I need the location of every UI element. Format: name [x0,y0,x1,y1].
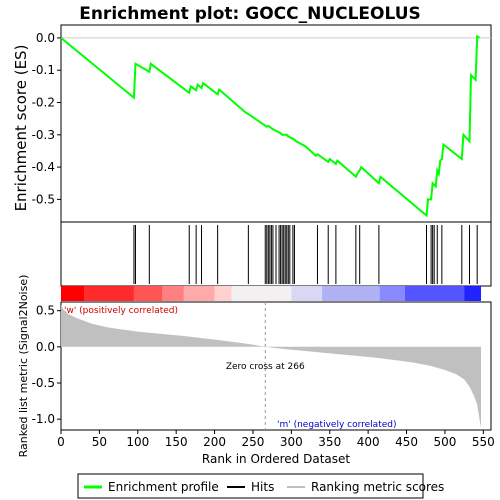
x-tick-label: 500 [433,435,456,449]
x-tick-label: 250 [242,435,265,449]
x-axis-ticks: 0 50 100 150 200 250 300 350 400 450 500 550 [57,430,495,449]
enrichment-profile-line [60,34,481,218]
es-y-tick-label: -0.2 [32,96,55,110]
legend: Enrichment profile Hits Ranking metric sco… [77,473,444,499]
x-tick-label: 100 [126,435,149,449]
es-y-axis-label: Enrichment score (ES) [12,45,30,212]
es-y-tick-label: -0.3 [32,128,55,142]
x-tick-label: 200 [203,435,226,449]
es-y-tick-label: 0.0 [36,31,55,45]
heat-segment [183,286,215,301]
heat-segment [133,286,163,301]
legend-label: Hits [251,480,274,494]
ranking-metric-area [61,304,482,428]
heat-segment [84,286,134,301]
heat-segment [214,286,232,301]
x-tick-label: 450 [395,435,418,449]
metric-y-axis-label: Ranked list metric (Signal2Noise) [17,275,30,458]
chart-title: Enrichment plot: GOCC_NUCLEOLUS [79,4,421,24]
heat-segment [162,286,184,301]
heat-segment [464,286,482,301]
positive-correlation-label: 'w' (positively correlated) [64,306,178,316]
heat-segment [405,286,465,301]
metric-y-tick-label: -0.5 [32,376,55,390]
heat-segment [379,286,405,301]
es-panel: 0.0 -0.1 -0.2 -0.3 -0.4 -0.5 Enrichment score… [12,24,492,223]
heat-segment [231,286,292,301]
x-tick-label: 300 [280,435,303,449]
metric-y-tick-label: 0.0 [36,340,55,354]
metric-y-tick-label: -1.0 [32,412,55,426]
negative-correlation-label: 'm' (negatively correlated) [277,420,396,430]
heat-segment [291,286,323,301]
es-y-tick-label: -0.5 [32,192,55,206]
hits-panel [60,221,492,287]
x-axis-label: Rank in Ordered Dataset [202,452,350,466]
x-tick-label: 400 [357,435,380,449]
legend-label: Ranking metric scores [311,480,444,494]
x-tick-label: 550 [472,435,495,449]
x-tick-label: 150 [165,435,188,449]
x-tick-label: 0 [57,435,65,449]
rank-heat-bar [61,286,482,301]
es-y-ticks: 0.0 -0.1 -0.2 -0.3 -0.4 -0.5 [32,31,61,206]
heat-segment [322,286,380,301]
es-y-tick-label: -0.4 [32,160,55,174]
metric-bars [61,304,482,428]
metric-panel: 0.5 0.0 -0.5 -1.0 Zero cross at 266 'w' (po… [17,275,492,458]
x-tick-label: 350 [318,435,341,449]
metric-y-tick-label: 0.5 [36,304,55,318]
heat-segment [61,286,85,301]
zero-cross-label: Zero cross at 266 [226,362,305,372]
hit-marks [133,225,478,284]
x-tick-label: 50 [92,435,107,449]
metric-y-ticks: 0.5 0.0 -0.5 -1.0 [32,304,61,426]
legend-label: Enrichment profile [108,480,219,494]
es-y-tick-label: -0.1 [32,63,55,77]
